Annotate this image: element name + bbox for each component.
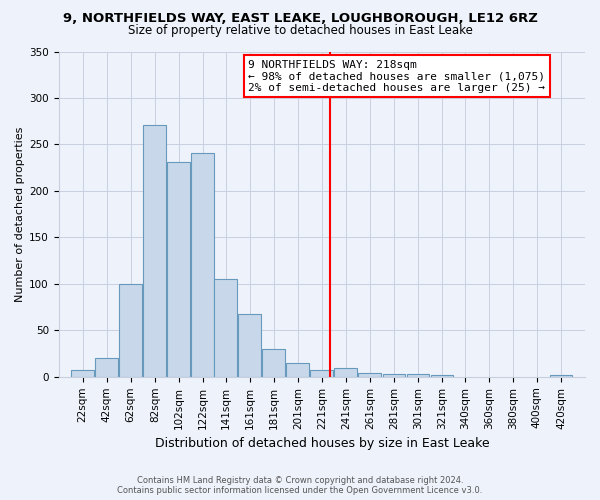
Bar [310, 370, 333, 377]
Text: 9 NORTHFIELDS WAY: 218sqm
← 98% of detached houses are smaller (1,075)
2% of sem: 9 NORTHFIELDS WAY: 218sqm ← 98% of detac… [248, 60, 545, 93]
Bar [286, 363, 309, 377]
Bar [262, 349, 285, 377]
Bar [191, 153, 214, 377]
Bar [143, 125, 166, 377]
Bar [358, 373, 382, 377]
Bar [167, 162, 190, 377]
Bar [550, 375, 572, 377]
Bar [431, 375, 454, 377]
Bar [95, 358, 118, 377]
Text: Contains public sector information licensed under the Open Government Licence v3: Contains public sector information licen… [118, 486, 482, 495]
Bar [119, 284, 142, 377]
Text: 9, NORTHFIELDS WAY, EAST LEAKE, LOUGHBOROUGH, LE12 6RZ: 9, NORTHFIELDS WAY, EAST LEAKE, LOUGHBOR… [62, 12, 538, 26]
Bar [383, 374, 406, 377]
Y-axis label: Number of detached properties: Number of detached properties [15, 126, 25, 302]
Bar [214, 279, 237, 377]
Text: Size of property relative to detached houses in East Leake: Size of property relative to detached ho… [128, 24, 472, 37]
Bar [71, 370, 94, 377]
Text: Contains HM Land Registry data © Crown copyright and database right 2024.: Contains HM Land Registry data © Crown c… [137, 476, 463, 485]
X-axis label: Distribution of detached houses by size in East Leake: Distribution of detached houses by size … [155, 437, 489, 450]
Bar [334, 368, 357, 377]
Bar [407, 374, 430, 377]
Bar [238, 314, 261, 377]
